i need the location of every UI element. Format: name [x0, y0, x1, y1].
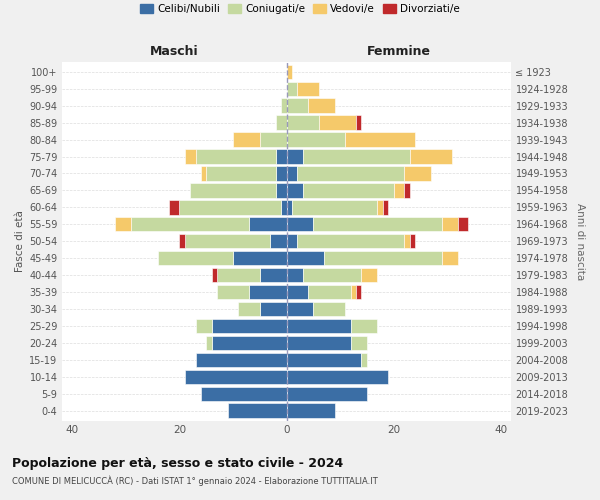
- Bar: [287, 82, 297, 96]
- Bar: [351, 285, 356, 300]
- Bar: [196, 318, 212, 333]
- Bar: [260, 132, 287, 147]
- Bar: [302, 183, 394, 198]
- Bar: [292, 200, 377, 214]
- Bar: [276, 150, 287, 164]
- Bar: [249, 217, 287, 232]
- Bar: [351, 318, 377, 333]
- Bar: [404, 166, 431, 180]
- Bar: [404, 183, 410, 198]
- Text: COMUNE DI MELICUCCÀ (RC) - Dati ISTAT 1° gennaio 2024 - Elaborazione TUTTITALIA.: COMUNE DI MELICUCCÀ (RC) - Dati ISTAT 1°…: [12, 476, 378, 486]
- Bar: [249, 285, 287, 300]
- Bar: [206, 166, 276, 180]
- Bar: [185, 234, 271, 248]
- Text: Maschi: Maschi: [150, 45, 199, 58]
- Bar: [319, 116, 356, 130]
- Bar: [276, 183, 287, 198]
- Bar: [260, 268, 287, 282]
- Bar: [287, 285, 308, 300]
- Bar: [271, 234, 287, 248]
- Bar: [227, 404, 287, 418]
- Bar: [351, 336, 367, 350]
- Bar: [169, 200, 179, 214]
- Bar: [361, 352, 367, 367]
- Bar: [324, 251, 442, 266]
- Bar: [287, 217, 313, 232]
- Bar: [287, 318, 351, 333]
- Bar: [404, 234, 410, 248]
- Bar: [308, 285, 351, 300]
- Bar: [287, 64, 292, 79]
- Bar: [302, 268, 361, 282]
- Bar: [287, 336, 351, 350]
- Bar: [297, 234, 404, 248]
- Bar: [212, 336, 287, 350]
- Bar: [190, 183, 276, 198]
- Bar: [287, 150, 302, 164]
- Bar: [410, 150, 452, 164]
- Bar: [131, 217, 249, 232]
- Bar: [233, 251, 287, 266]
- Bar: [287, 183, 302, 198]
- Bar: [287, 302, 313, 316]
- Bar: [287, 268, 302, 282]
- Bar: [287, 404, 335, 418]
- Bar: [313, 217, 442, 232]
- Bar: [212, 268, 217, 282]
- Bar: [442, 251, 458, 266]
- Bar: [297, 82, 319, 96]
- Bar: [302, 150, 410, 164]
- Bar: [287, 98, 308, 113]
- Bar: [158, 251, 233, 266]
- Bar: [308, 98, 335, 113]
- Bar: [287, 251, 324, 266]
- Text: Popolazione per età, sesso e stato civile - 2024: Popolazione per età, sesso e stato civil…: [12, 458, 343, 470]
- Bar: [287, 370, 388, 384]
- Bar: [276, 166, 287, 180]
- Bar: [238, 302, 260, 316]
- Bar: [179, 234, 185, 248]
- Bar: [206, 336, 212, 350]
- Bar: [196, 352, 287, 367]
- Bar: [287, 200, 292, 214]
- Bar: [287, 352, 361, 367]
- Bar: [442, 217, 458, 232]
- Bar: [201, 166, 206, 180]
- Bar: [394, 183, 404, 198]
- Bar: [281, 200, 287, 214]
- Bar: [356, 285, 361, 300]
- Bar: [185, 150, 196, 164]
- Bar: [287, 116, 319, 130]
- Bar: [287, 234, 297, 248]
- Bar: [410, 234, 415, 248]
- Bar: [383, 200, 388, 214]
- Bar: [287, 166, 297, 180]
- Bar: [297, 166, 404, 180]
- Bar: [179, 200, 281, 214]
- Bar: [356, 116, 361, 130]
- Bar: [233, 132, 260, 147]
- Bar: [196, 150, 276, 164]
- Bar: [185, 370, 287, 384]
- Bar: [346, 132, 415, 147]
- Legend: Celibi/Nubili, Coniugati/e, Vedovi/e, Divorziati/e: Celibi/Nubili, Coniugati/e, Vedovi/e, Di…: [136, 0, 464, 18]
- Bar: [377, 200, 383, 214]
- Bar: [260, 302, 287, 316]
- Y-axis label: Anni di nascita: Anni di nascita: [575, 202, 585, 280]
- Bar: [287, 132, 346, 147]
- Bar: [313, 302, 346, 316]
- Bar: [361, 268, 377, 282]
- Bar: [276, 116, 287, 130]
- Bar: [217, 285, 249, 300]
- Bar: [212, 318, 287, 333]
- Bar: [217, 268, 260, 282]
- Bar: [458, 217, 469, 232]
- Y-axis label: Fasce di età: Fasce di età: [15, 210, 25, 272]
- Bar: [287, 386, 367, 401]
- Bar: [115, 217, 131, 232]
- Bar: [201, 386, 287, 401]
- Text: Femmine: Femmine: [367, 45, 431, 58]
- Bar: [281, 98, 287, 113]
